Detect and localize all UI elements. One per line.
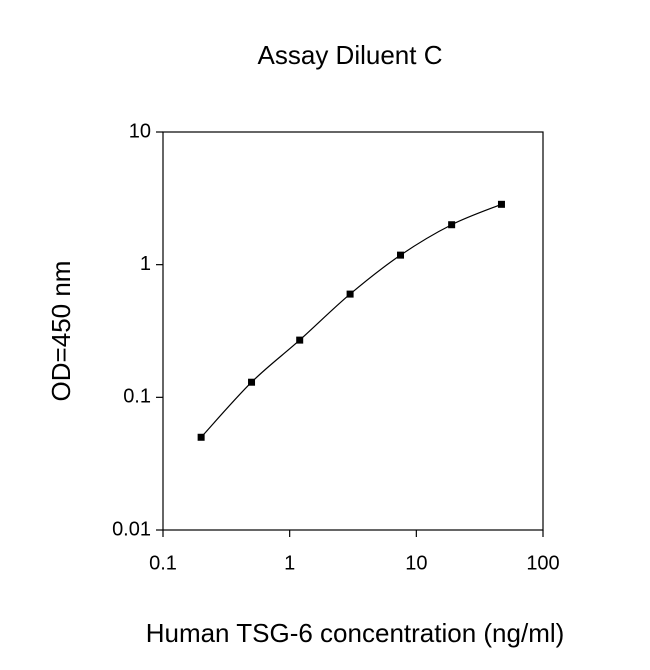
data-point (397, 251, 405, 259)
data-point (448, 221, 456, 229)
chart-title: Assay Diluent C (258, 40, 443, 70)
x-tick-label: 100 (526, 552, 559, 574)
x-axis-label: Human TSG-6 concentration (ng/ml) (146, 618, 565, 648)
x-tick-label: 1 (284, 552, 295, 574)
y-axis-label: OD=450 nm (46, 261, 76, 402)
y-tick-label: 10 (129, 120, 151, 142)
y-tick-label: 1 (140, 253, 151, 275)
plot-frame (162, 131, 544, 531)
x-tick-label: 0.1 (149, 552, 177, 574)
data-point (248, 378, 256, 386)
x-tick-label: 10 (405, 552, 427, 574)
y-tick-label: 0.1 (123, 386, 151, 408)
data-point (346, 290, 354, 298)
data-point (197, 433, 205, 441)
data-point (497, 200, 505, 208)
y-tick-label: 0.01 (112, 518, 151, 540)
data-point (296, 336, 304, 344)
